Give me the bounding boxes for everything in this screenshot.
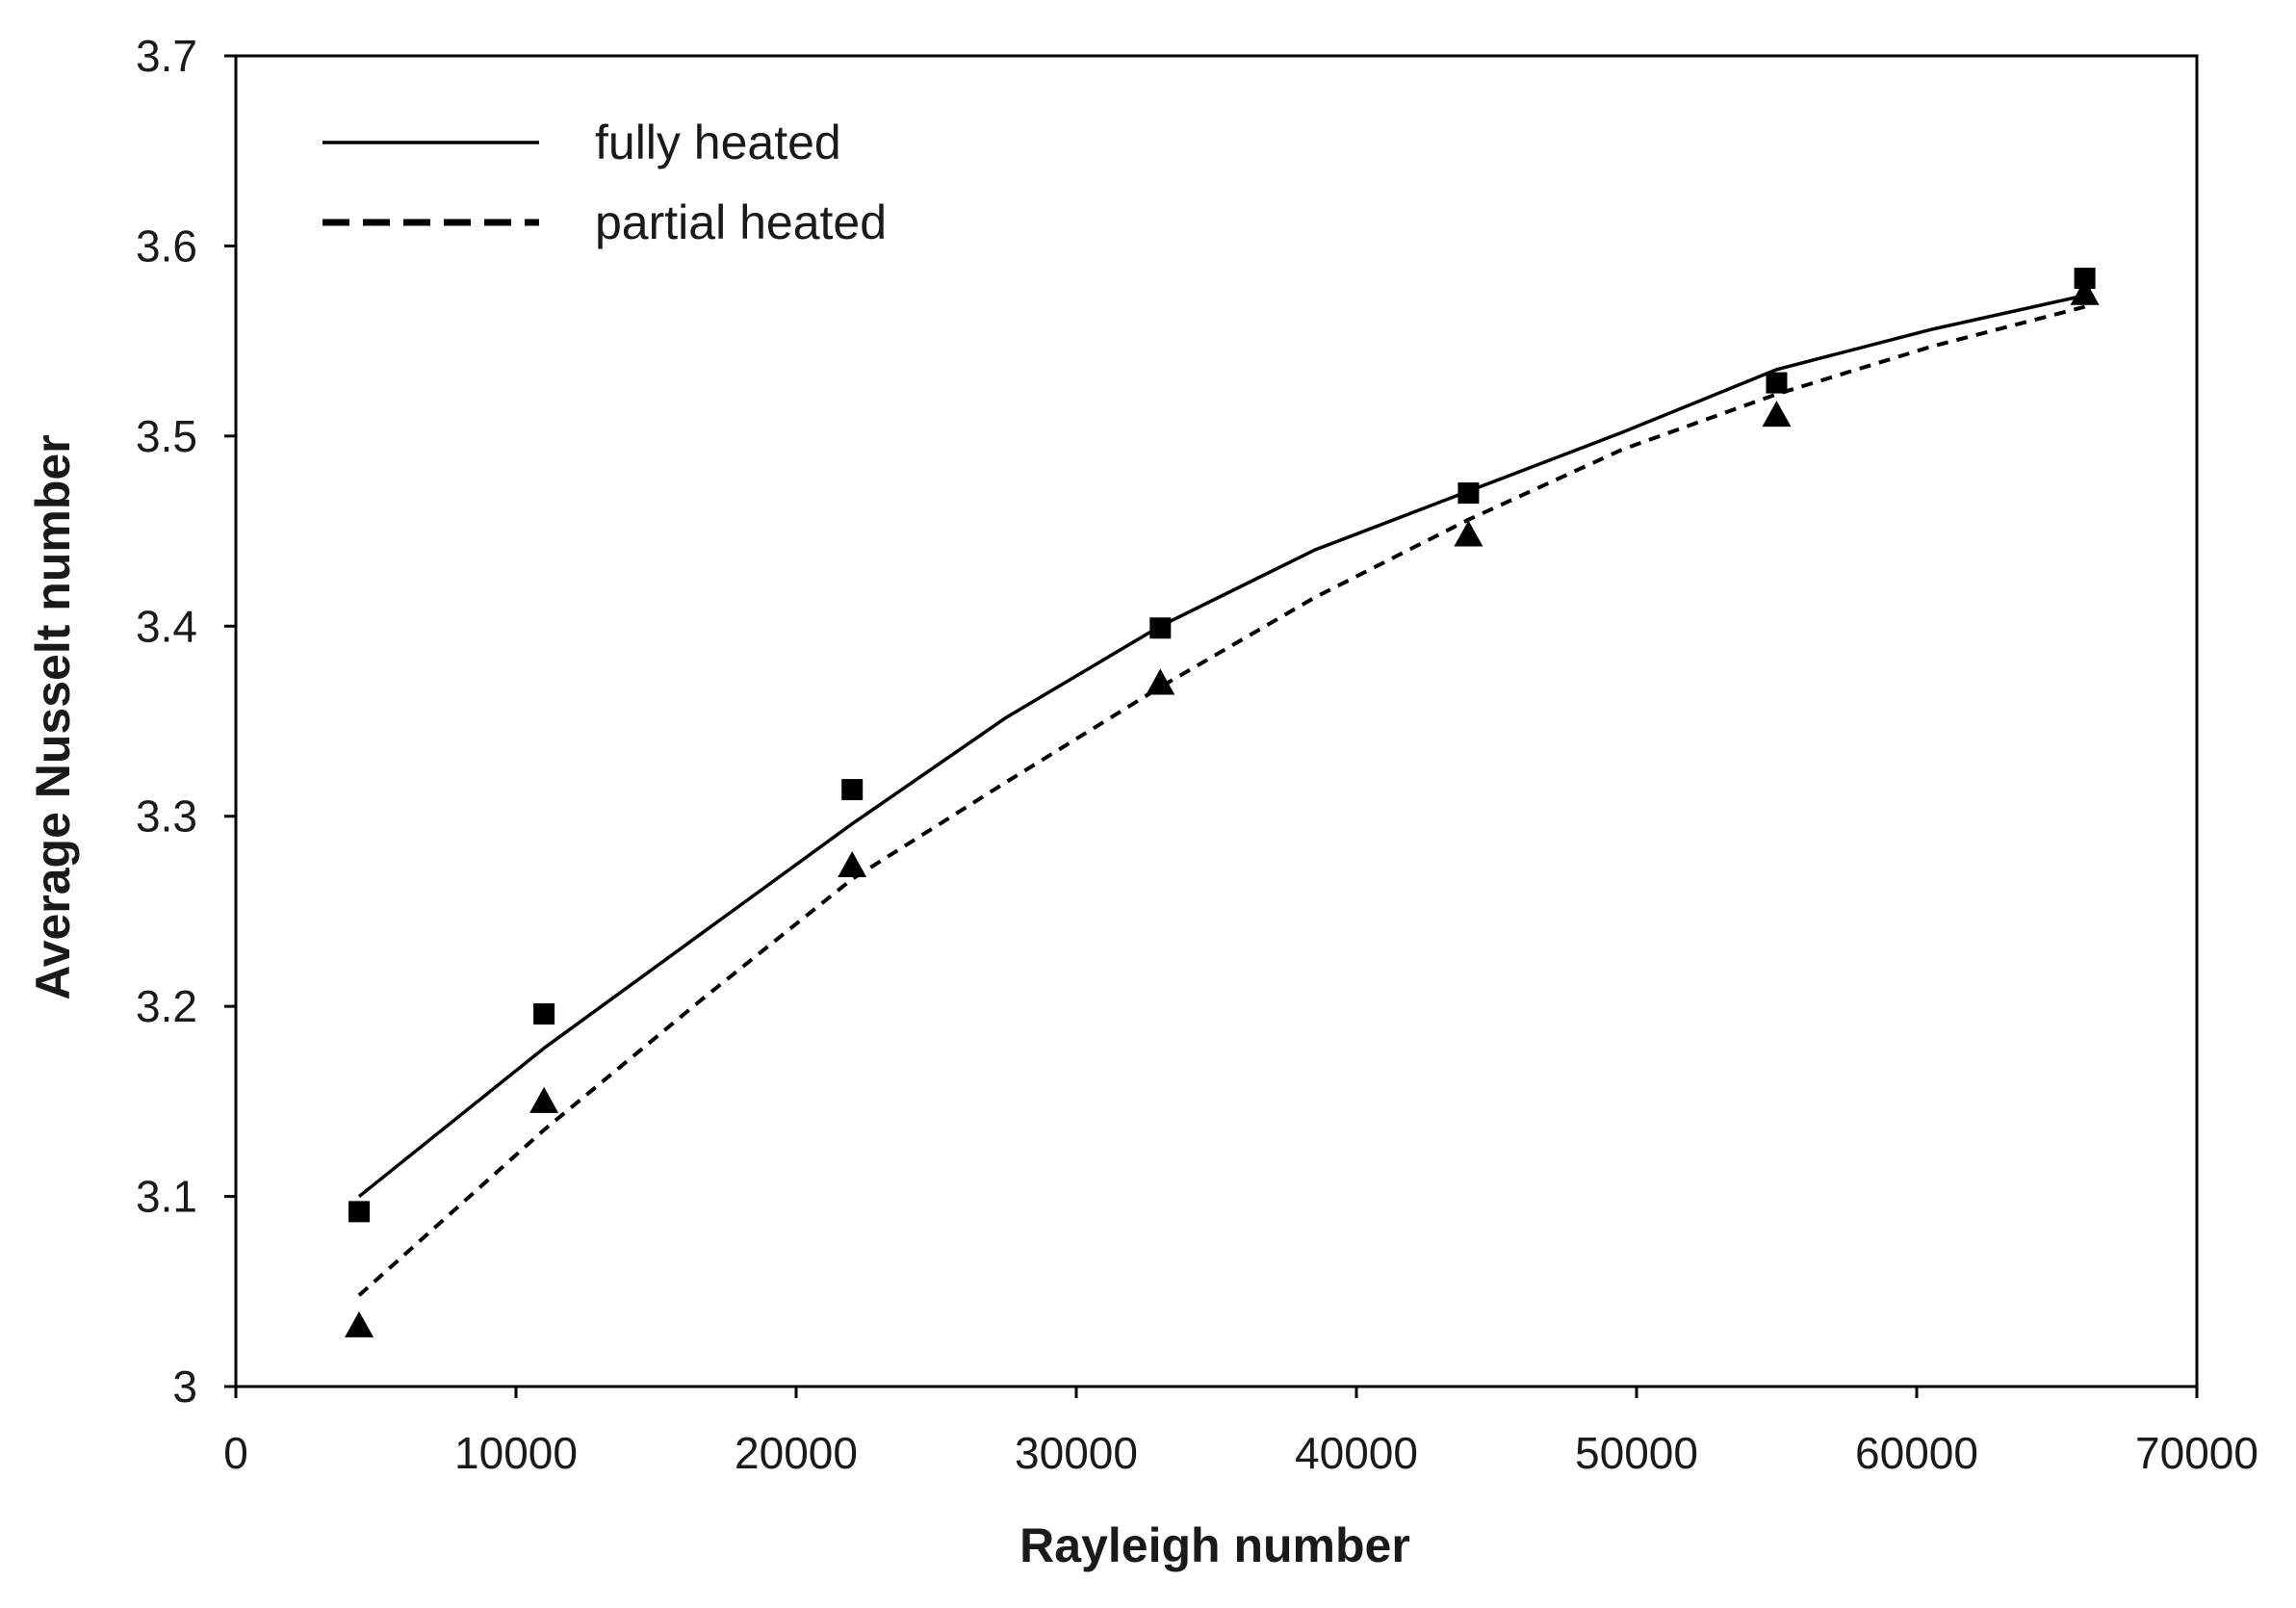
marker-square (1766, 372, 1788, 394)
marker-triangle (1454, 520, 1483, 547)
y-tick-label: 3.3 (136, 791, 197, 842)
series-lines (357, 294, 2086, 1297)
legend-label-1: fully heated (595, 116, 841, 169)
marker-triangle (345, 1310, 374, 1337)
marker-square (1458, 482, 1480, 505)
y-axis-title: Average Nusselt number (26, 434, 80, 999)
y-tick-label: 3.5 (136, 411, 197, 461)
marker-triangle (529, 1086, 559, 1113)
x-tick-label: 20000 (735, 1428, 858, 1478)
marker-square (1149, 617, 1172, 639)
tick-labels: 0 10000 20000 30000 40000 50000 60000 70000 3 3.1… (136, 31, 2258, 1478)
series-line-1 (357, 294, 2085, 1198)
series-markers (345, 267, 2100, 1337)
tick-marks (224, 54, 2199, 1398)
x-tick-label: 30000 (1015, 1428, 1138, 1478)
marker-square (2074, 267, 2096, 289)
x-tick-label: 60000 (1855, 1428, 1978, 1478)
y-tick-label: 3 (172, 1362, 197, 1412)
y-tick-label: 3.7 (136, 31, 197, 81)
x-tick-label: 0 (223, 1428, 248, 1478)
x-tick-label: 50000 (1575, 1428, 1698, 1478)
marker-triangle (2070, 278, 2100, 305)
y-tick-label: 3.2 (136, 981, 197, 1031)
y-tick-label: 3.6 (136, 220, 197, 271)
marker-triangle (1146, 668, 1175, 695)
axes (234, 54, 2199, 1388)
y-tick-label: 3.4 (136, 601, 197, 651)
marker-square (533, 1003, 555, 1025)
x-tick-label: 70000 (2135, 1428, 2258, 1478)
series-line-2 (357, 304, 2086, 1297)
legend-label-2: partial heated (595, 195, 887, 249)
marker-triangle (838, 851, 867, 878)
marker-square (841, 779, 864, 801)
x-tick-label: 10000 (454, 1428, 578, 1478)
marker-triangle (1762, 401, 1792, 428)
marker-square (348, 1201, 371, 1223)
x-axis-title: Rayleigh number (1019, 1518, 1410, 1572)
legend: fully heated partial heated (322, 116, 887, 249)
y-tick-label: 3.1 (136, 1172, 197, 1222)
plot-frame (234, 54, 2199, 1388)
x-tick-label: 40000 (1295, 1428, 1418, 1478)
